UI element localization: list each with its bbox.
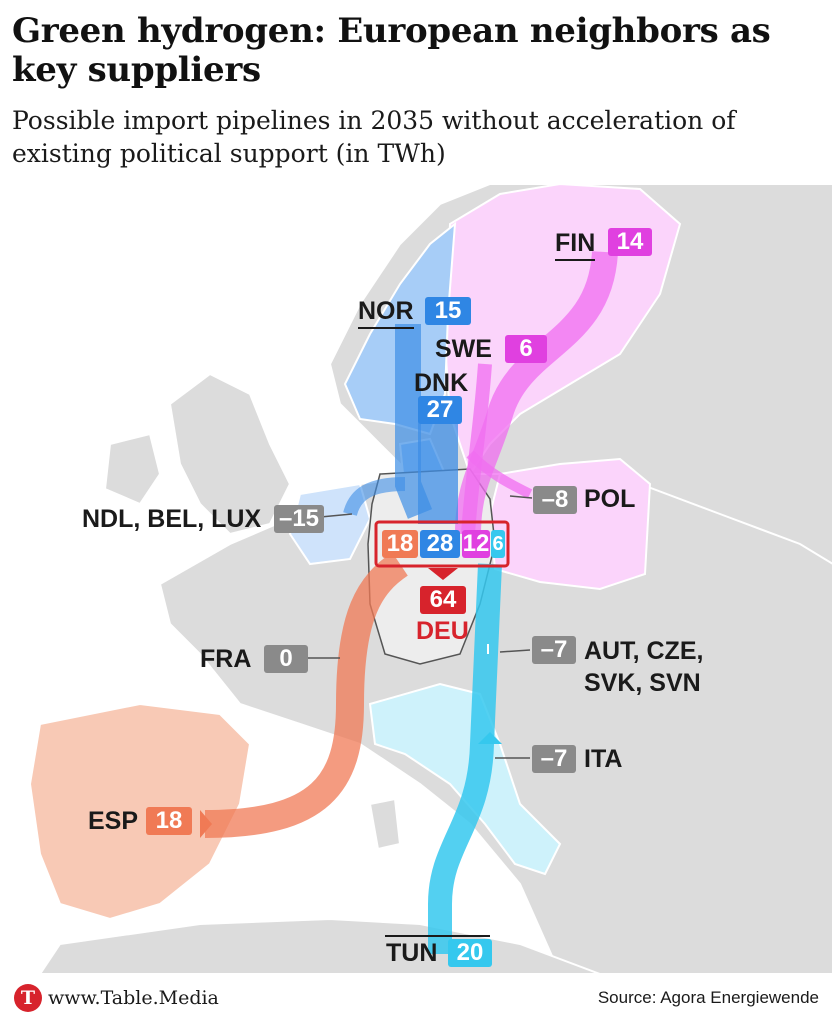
page-title: Green hydrogen: European neighbors as ke… <box>12 11 771 90</box>
norway-label: NOR <box>358 296 414 329</box>
land-sardinia <box>368 797 402 851</box>
central-leader <box>499 649 531 653</box>
germany-inflow-tunisia: 6 <box>491 530 505 558</box>
tunisia-arrow <box>478 732 502 744</box>
spain-value-badge: 18 <box>146 807 192 835</box>
table-media-logo: T <box>14 984 42 1012</box>
poland-value-badge: –8 <box>533 486 577 514</box>
benelux-value-badge: –15 <box>274 505 324 533</box>
central-value-badge: –7 <box>532 636 576 664</box>
sweden-label: SWE <box>435 335 492 363</box>
spain-arrow <box>200 810 212 838</box>
benelux-label: NDL, BEL, LUX <box>82 505 262 533</box>
tunisia-flow <box>428 563 502 954</box>
finland-label: FIN <box>555 228 596 261</box>
poland-label: POL <box>584 485 636 513</box>
germany-inflow-box <box>374 520 510 568</box>
norway-value-badge: 15 <box>425 297 471 325</box>
finland-value-badge: 14 <box>608 228 652 256</box>
sweden-value-badge: 6 <box>505 335 547 363</box>
land-ireland <box>103 432 162 506</box>
germany-total-badge: 64 <box>420 586 466 614</box>
central-label-line2: SVK, SVN <box>584 669 701 697</box>
spain-flow <box>204 552 409 838</box>
poland-export-flow <box>466 450 533 499</box>
spain-region <box>28 702 252 921</box>
map-canvas <box>28 184 833 974</box>
footer-url: www.Table.Media <box>48 987 219 1009</box>
land-uk <box>168 372 292 536</box>
denmark-label: DNK <box>414 369 469 397</box>
germany-inflow-north: 28 <box>420 530 460 558</box>
footer-source: Source: Agora Energiewende <box>597 988 819 1007</box>
denmark-value-badge: 27 <box>418 396 462 424</box>
france-label: FRA <box>200 645 252 673</box>
germany-label: DEU <box>416 617 469 645</box>
poland-leader <box>509 495 533 499</box>
germany-down-arrow <box>428 568 458 580</box>
tunisia-value-badge: 20 <box>448 939 492 967</box>
france-value-badge: 0 <box>264 645 308 673</box>
norway-flow <box>395 324 433 519</box>
tunisia-label: TUN <box>386 939 438 967</box>
germany-inflow-sweden-finland: 12 <box>462 530 490 558</box>
italy-value-badge: –7 <box>532 745 576 773</box>
italy-label: ITA <box>584 745 623 773</box>
central-label-line1: AUT, CZE, <box>584 637 704 665</box>
germany-inflow-spain: 18 <box>382 530 418 558</box>
page-subtitle: Possible import pipelines in 2035 withou… <box>12 106 736 168</box>
land-africa <box>38 917 601 974</box>
spain-label: ESP <box>88 807 139 835</box>
map: FIN 14 NOR 15 SWE 6 DNK 27 –8 POL NDL, B… <box>0 184 833 974</box>
sweden-flow <box>461 363 492 535</box>
benelux-export-flow <box>343 477 406 517</box>
poland-region <box>488 457 652 591</box>
